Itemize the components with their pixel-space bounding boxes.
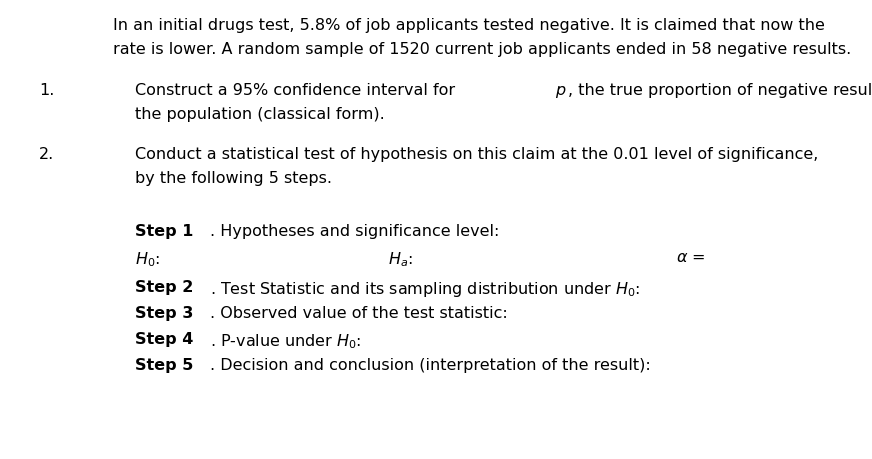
Text: $\alpha$ =: $\alpha$ = xyxy=(676,250,705,265)
Text: 1.: 1. xyxy=(39,83,55,98)
Text: , the true proportion of negative results in: , the true proportion of negative result… xyxy=(568,83,872,98)
Text: Construct a 95% confidence interval for: Construct a 95% confidence interval for xyxy=(135,83,460,98)
Text: rate is lower. A random sample of 1520 current job applicants ended in 58 negati: rate is lower. A random sample of 1520 c… xyxy=(113,42,852,57)
Text: $H_a$:: $H_a$: xyxy=(388,250,412,269)
Text: p: p xyxy=(555,83,565,98)
Text: . Observed value of the test statistic:: . Observed value of the test statistic: xyxy=(210,306,508,321)
Text: Step 3: Step 3 xyxy=(135,306,194,321)
Text: . P-value under $H_0$:: . P-value under $H_0$: xyxy=(210,332,362,351)
Text: Step 4: Step 4 xyxy=(135,332,194,347)
Text: Step 2: Step 2 xyxy=(135,280,194,295)
Text: . Decision and conclusion (interpretation of the result):: . Decision and conclusion (interpretatio… xyxy=(210,358,651,374)
Text: In an initial drugs test, 5.8% of job applicants tested negative. It is claimed : In an initial drugs test, 5.8% of job ap… xyxy=(113,18,825,34)
Text: Step 5: Step 5 xyxy=(135,358,194,374)
Text: Conduct a statistical test of hypothesis on this claim at the 0.01 level of sign: Conduct a statistical test of hypothesis… xyxy=(135,147,819,162)
Text: by the following 5 steps.: by the following 5 steps. xyxy=(135,171,332,186)
Text: the population (classical form).: the population (classical form). xyxy=(135,106,385,122)
Text: $H_0$:: $H_0$: xyxy=(135,250,160,269)
Text: Step 1: Step 1 xyxy=(135,224,194,239)
Text: . Test Statistic and its sampling distribution under $H_0$:: . Test Statistic and its sampling distri… xyxy=(210,280,641,299)
Text: 2.: 2. xyxy=(39,147,54,162)
Text: . Hypotheses and significance level:: . Hypotheses and significance level: xyxy=(210,224,500,239)
